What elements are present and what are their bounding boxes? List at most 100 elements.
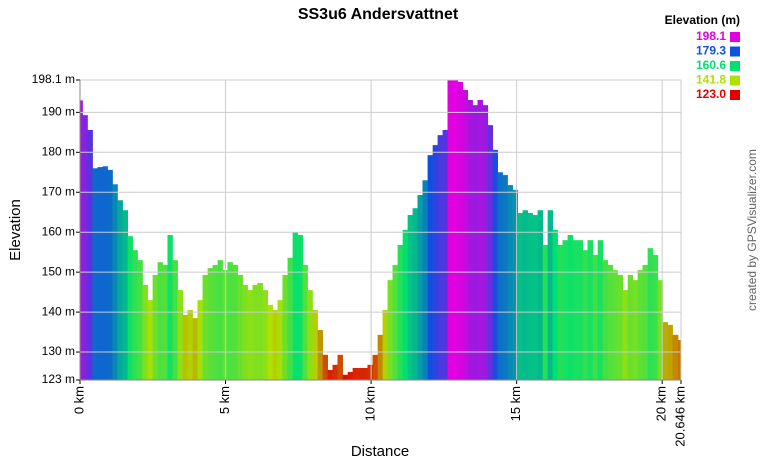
plot-area [80, 80, 682, 381]
elevation-column [357, 368, 363, 380]
elevation-column [347, 372, 354, 380]
elevation-column [632, 280, 638, 380]
elevation-column [247, 290, 253, 380]
elevation-column [132, 250, 138, 380]
elevation-column [302, 264, 308, 380]
elevation-column [662, 322, 668, 380]
elevation-column [517, 213, 524, 380]
elevation-column [332, 364, 338, 380]
elevation-column [562, 240, 568, 380]
x-tick-label: 10 km [363, 386, 378, 421]
elevation-column [627, 274, 634, 380]
elevation-column [622, 290, 629, 380]
chart-title: SS3u6 Andersvattnet [298, 6, 459, 23]
credit: created by GPSVisualizer.com [745, 149, 759, 311]
elevation-column [507, 185, 513, 380]
elevation-column [92, 168, 99, 380]
elevation-column [277, 300, 283, 380]
elevation-column [232, 264, 239, 380]
elevation-column [462, 89, 468, 380]
elevation-column [102, 166, 108, 380]
x-tick-label: 0 km [71, 386, 86, 414]
y-tick-label: 170 m [42, 184, 75, 198]
y-tick-label: 130 m [42, 344, 75, 358]
x-axis-title: Distance [351, 443, 409, 460]
legend-swatch [730, 75, 740, 86]
elevation-column [187, 310, 193, 380]
elevation-column [637, 270, 643, 380]
elevation-column [312, 310, 318, 380]
elevation-column [642, 264, 649, 380]
elevation-column [242, 284, 248, 380]
elevation-column [607, 264, 613, 380]
y-axis-title: Elevation [7, 199, 24, 261]
elevation-column [107, 169, 113, 380]
elevation-column [212, 264, 218, 380]
legend-label: 198.1 [696, 29, 726, 43]
y-tick-label: 150 m [42, 264, 75, 278]
elevation-column [337, 354, 343, 380]
elevation-column [172, 260, 178, 380]
elevation-column [467, 99, 473, 381]
elevation-column [587, 240, 594, 380]
elevation-column [207, 268, 213, 380]
elevation-column [477, 99, 483, 381]
elevation-column [287, 257, 294, 380]
x-tick-label: 15 km [508, 386, 523, 421]
legend-title: Elevation (m) [665, 13, 740, 27]
elevation-column [80, 100, 83, 380]
elevation-column [447, 80, 454, 380]
elevation-column [122, 210, 128, 380]
elevation-column [372, 354, 379, 380]
elevation-column [322, 354, 328, 380]
legend-label: 123.0 [696, 87, 726, 101]
elevation-column [678, 340, 682, 380]
y-tick-label: 190 m [42, 105, 75, 119]
elevation-column [182, 314, 188, 380]
elevation-column [237, 274, 243, 380]
elevation-column [427, 155, 434, 380]
elevation-column [147, 300, 154, 380]
elevation-column [602, 260, 609, 380]
elevation-column [582, 250, 588, 380]
elevation-column [652, 254, 659, 380]
legend-label: 160.6 [696, 58, 726, 72]
elevation-column [502, 175, 508, 380]
elevation-column [522, 210, 528, 380]
elevation-column [227, 262, 233, 380]
elevation-column [342, 374, 349, 380]
elevation-column [592, 254, 599, 380]
elevation-column [167, 234, 173, 380]
legend-swatch [730, 90, 740, 100]
elevation-column [202, 274, 209, 380]
elevation-column [137, 260, 143, 380]
legend-swatch [730, 46, 740, 57]
elevation-column [432, 145, 439, 380]
elevation-column [117, 200, 123, 380]
elevation-column [452, 80, 459, 380]
x-tick-label: 5 km [217, 386, 232, 414]
y-tick-label: 198.1 m [32, 72, 75, 86]
elevation-column [367, 364, 373, 380]
elevation-column [272, 310, 278, 380]
elevation-column [387, 280, 393, 380]
x-tick-label: 20.646 km [672, 386, 687, 447]
elevation-column [672, 334, 679, 380]
elevation-column [262, 290, 269, 380]
elevation-column [307, 290, 313, 380]
y-tick-label: 123 m [42, 372, 75, 386]
elevation-column [127, 236, 133, 380]
elevation-column [392, 264, 398, 380]
elevation-column [482, 105, 489, 380]
elevation-column [512, 189, 519, 380]
elevation-column [532, 215, 539, 380]
elevation-column [267, 304, 273, 380]
y-tick-label: 160 m [42, 224, 75, 238]
elevation-column [112, 184, 118, 380]
elevation-column [617, 274, 624, 380]
elevation-column [497, 172, 503, 380]
elevation-column [412, 208, 418, 380]
elevation-column [292, 232, 298, 380]
elevation-column [422, 180, 428, 380]
elevation-column [257, 282, 263, 380]
